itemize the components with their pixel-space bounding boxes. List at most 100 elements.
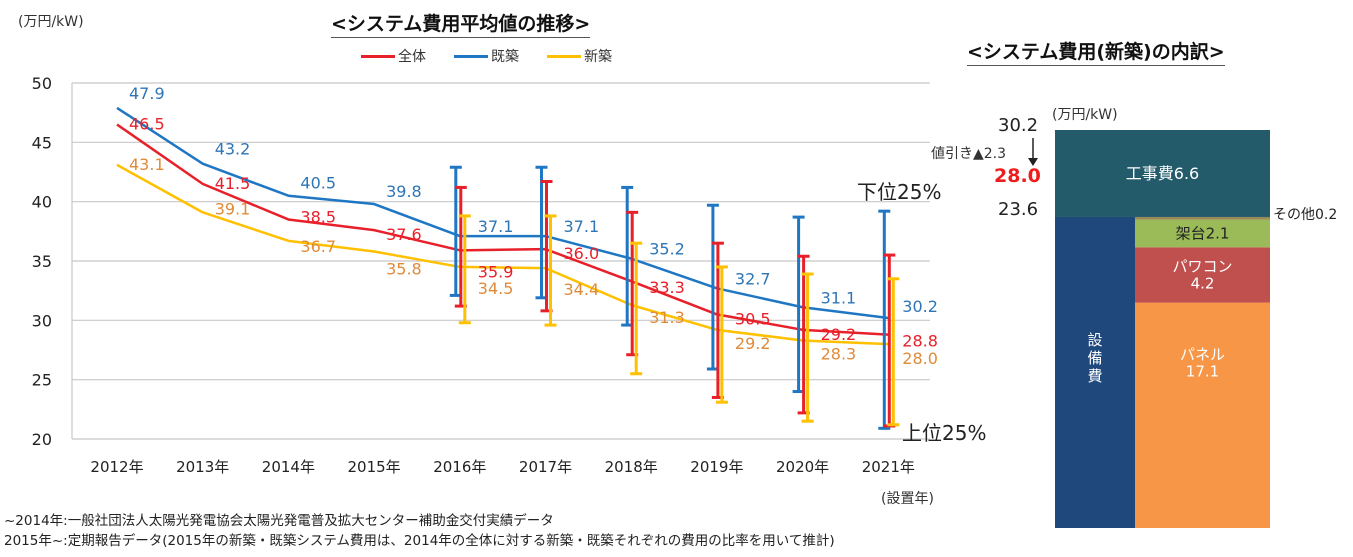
segment-label-パネル: 17.1 bbox=[1186, 362, 1219, 380]
legend-label-all: 全体 bbox=[398, 49, 426, 65]
segment-工事費 bbox=[1055, 130, 1270, 217]
legend-swatch-new bbox=[547, 54, 581, 58]
series-line-全体 bbox=[116, 123, 889, 336]
data-label: 43.2 bbox=[215, 140, 251, 159]
x-tick-label: 2020年 bbox=[776, 458, 829, 476]
data-label: 39.1 bbox=[215, 199, 251, 218]
series-lines bbox=[116, 106, 889, 346]
x-tick-label: 2017年 bbox=[519, 458, 572, 476]
left-chart-title: <システム費用平均値の推移> bbox=[331, 9, 591, 38]
legend-item-all: 全体 bbox=[361, 46, 426, 66]
series-line-新築 bbox=[116, 163, 889, 346]
y-tick-label: 50 bbox=[32, 74, 52, 93]
error-bars bbox=[449, 165, 900, 430]
data-label: 29.2 bbox=[821, 325, 857, 344]
x-axis-label: (設置年) bbox=[881, 491, 934, 507]
segment-label-パワコン: 4.2 bbox=[1191, 275, 1215, 293]
x-tick-label: 2014年 bbox=[262, 458, 315, 476]
x-tick-label: 2019年 bbox=[690, 458, 743, 476]
segment-架台 bbox=[1135, 219, 1270, 248]
data-label: 28.3 bbox=[821, 345, 857, 364]
note-line-2: 2015年~:定期報告データ(2015年の新築・既築システム費用は、2014年の… bbox=[4, 533, 835, 549]
data-label: 28.0 bbox=[902, 349, 938, 368]
bar-segments bbox=[1055, 130, 1270, 528]
data-label: 32.7 bbox=[735, 269, 771, 288]
data-label: 37.1 bbox=[478, 217, 514, 236]
data-label: 37.6 bbox=[386, 225, 422, 244]
data-label: 37.1 bbox=[564, 217, 600, 236]
equipment-vertical-label-char: 備 bbox=[1087, 349, 1102, 367]
legend-item-new: 新築 bbox=[547, 46, 612, 66]
annotation-lower-25: 下位25% bbox=[857, 180, 942, 204]
x-tick-label: 2012年 bbox=[90, 458, 143, 476]
legend: 全体 既築 新築 bbox=[361, 46, 612, 66]
segment-その他 bbox=[1135, 216, 1270, 220]
net-value-label: 28.0 bbox=[994, 165, 1041, 187]
data-label: 35.2 bbox=[649, 240, 685, 259]
data-label: 46.5 bbox=[129, 115, 165, 134]
segment-label-架台: 架台2.1 bbox=[1176, 225, 1230, 243]
annotation-upper-25: 上位25% bbox=[902, 421, 987, 445]
segment-equipment bbox=[1055, 216, 1135, 528]
equipment-vertical-label-char: 設 bbox=[1087, 331, 1102, 349]
segment-パネル bbox=[1135, 302, 1270, 528]
data-label: 31.1 bbox=[821, 288, 857, 307]
grid-lines bbox=[71, 82, 930, 440]
data-label: 29.2 bbox=[735, 334, 771, 353]
error-bar bbox=[630, 241, 643, 376]
data-label: 43.1 bbox=[129, 155, 165, 174]
legend-swatch-existing bbox=[454, 54, 488, 58]
x-tick-labels: 2012年 2013年 2014年 2015年 2016年 2017年 2018年 2019年… bbox=[90, 458, 914, 476]
error-bar bbox=[887, 277, 900, 427]
segment-label-パネル: パネル bbox=[1180, 345, 1225, 363]
total-value-label: 30.2 bbox=[998, 115, 1039, 136]
data-label: 38.5 bbox=[300, 207, 336, 226]
data-label: 41.5 bbox=[215, 174, 251, 193]
x-tick-label: 2016年 bbox=[433, 458, 486, 476]
segment-label-パワコン: パワコン bbox=[1172, 258, 1232, 276]
right-chart-unit-label: (万円/kW) bbox=[1052, 107, 1118, 123]
error-bar bbox=[458, 214, 471, 325]
y-tick-label: 20 bbox=[32, 430, 52, 449]
legend-label-existing: 既築 bbox=[491, 49, 519, 65]
y-tick-label: 35 bbox=[32, 252, 52, 271]
y-tick-label: 30 bbox=[32, 311, 52, 330]
right-chart-title: <システム費用(新築)の内訳> bbox=[967, 37, 1225, 66]
data-label: 34.5 bbox=[478, 279, 514, 298]
equipment-vertical-label-char: 費 bbox=[1087, 367, 1102, 385]
series-line-既築 bbox=[116, 106, 889, 320]
data-label: 36.0 bbox=[564, 244, 600, 263]
y-tick-label: 45 bbox=[32, 133, 52, 152]
down-arrow-icon bbox=[1028, 138, 1038, 166]
error-bar bbox=[801, 272, 814, 423]
discount-label: 値引き▲2.3 bbox=[931, 146, 1007, 162]
segment-パワコン bbox=[1135, 247, 1270, 303]
legend-label-new: 新築 bbox=[584, 49, 612, 65]
y-tick-labels: 20 25 30 35 40 45 50 bbox=[32, 74, 52, 449]
left-chart-unit-label: (万円/kW) bbox=[18, 14, 84, 30]
segment-label-工事費: 工事費6.6 bbox=[1126, 164, 1199, 183]
data-label: 31.3 bbox=[649, 308, 685, 327]
y-tick-label: 25 bbox=[32, 371, 52, 390]
line-chart: 20 25 30 35 40 45 50 2012年 2013年 2014年 2015年 2016年… bbox=[32, 74, 938, 476]
equipment-value-label: 23.6 bbox=[998, 199, 1039, 220]
x-tick-label: 2015年 bbox=[348, 458, 401, 476]
note-line-1: ~2014年:一般社団法人太陽光発電協会太陽光発電普及拡大センター補助金交付実績… bbox=[4, 513, 554, 529]
x-tick-label: 2013年 bbox=[176, 458, 229, 476]
data-labels: 47.9 43.2 40.5 39.8 37.1 37.1 35.2 32.7 31.1 30.2… bbox=[129, 84, 938, 368]
data-label: 35.8 bbox=[386, 260, 422, 279]
legend-item-existing: 既築 bbox=[454, 46, 519, 66]
legend-swatch-all bbox=[361, 54, 395, 58]
data-label: 34.4 bbox=[564, 280, 600, 299]
y-tick-label: 40 bbox=[32, 193, 52, 212]
data-label: 30.2 bbox=[902, 297, 938, 316]
data-label: 30.5 bbox=[735, 309, 771, 328]
data-label: 40.5 bbox=[300, 174, 336, 193]
data-label: 36.7 bbox=[300, 237, 336, 256]
data-label: 47.9 bbox=[129, 84, 165, 103]
x-tick-label: 2021年 bbox=[862, 458, 915, 476]
data-label: 33.3 bbox=[649, 278, 685, 297]
other-segment-label: その他0.2 bbox=[1273, 207, 1338, 223]
